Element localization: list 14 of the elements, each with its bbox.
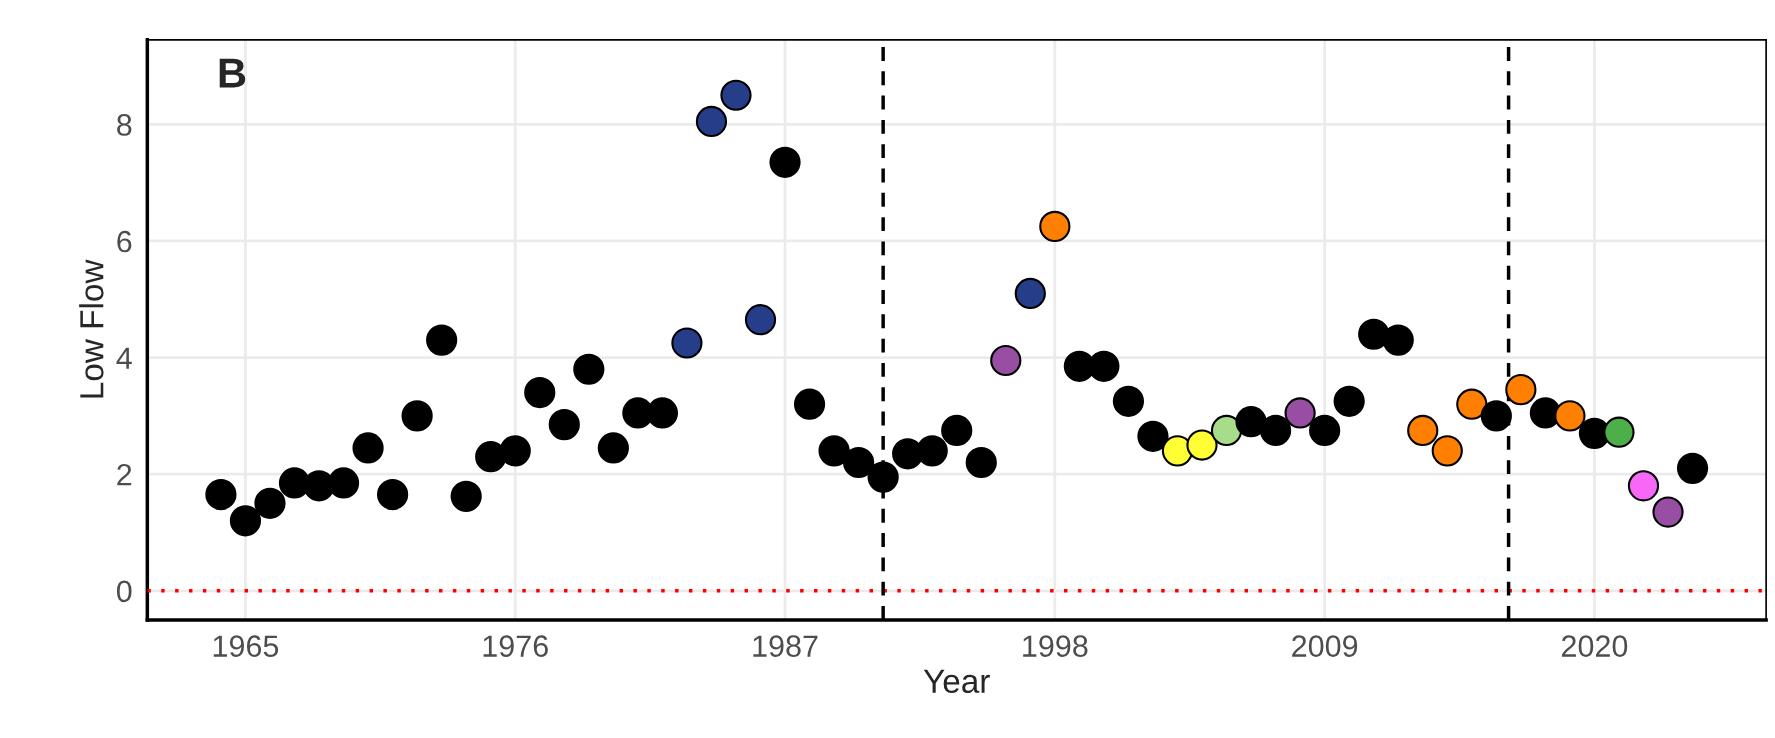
y-tick-label: 6 xyxy=(117,230,132,253)
y-tick-label: 8 xyxy=(117,114,132,136)
y-tick-label: 2 xyxy=(117,463,132,486)
x-axis-title: Year xyxy=(923,669,990,694)
x-tick-label: 1998 xyxy=(1023,635,1088,657)
y-tick-label: 4 xyxy=(116,347,132,369)
x-tick-label: 1965 xyxy=(213,635,279,657)
x-tick-label: 2009 xyxy=(1292,635,1358,657)
x-tick-label: 1987 xyxy=(753,635,818,657)
y-tick-label: 0 xyxy=(116,580,132,603)
annotation: B xyxy=(219,58,246,88)
x-tick-label: 2020 xyxy=(1561,635,1628,657)
y-axis-title: Low Flow xyxy=(79,259,104,398)
x-tick-label: 1976 xyxy=(483,635,548,657)
